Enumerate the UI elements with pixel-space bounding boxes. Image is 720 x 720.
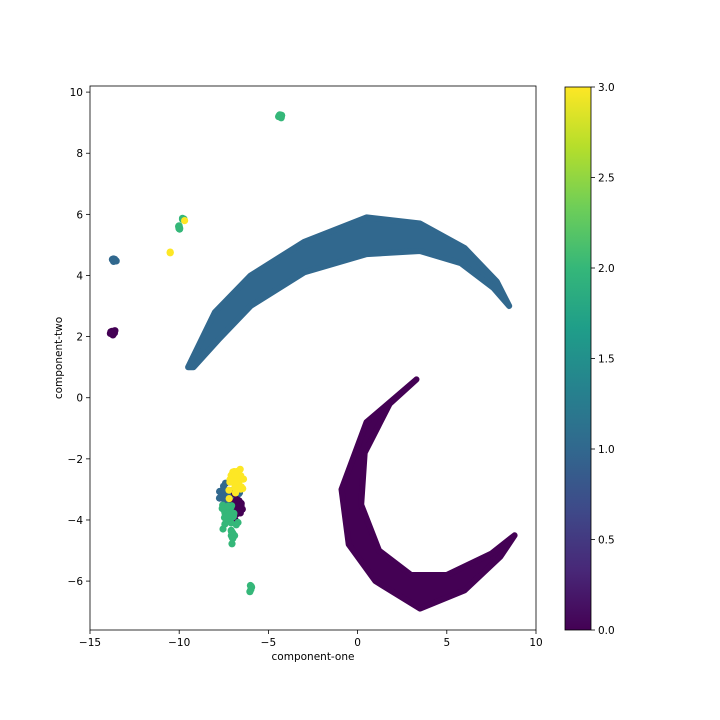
x-tick-label: −5 xyxy=(261,637,276,649)
data-point xyxy=(109,256,117,265)
plot-area xyxy=(106,111,518,612)
x-tick-label: 5 xyxy=(443,637,450,649)
data-point xyxy=(225,495,233,503)
y-tick-label: 2 xyxy=(76,332,83,344)
x-tick-label: 0 xyxy=(354,637,361,649)
data-point xyxy=(229,534,237,543)
x-tick-label: −15 xyxy=(79,637,101,649)
y-tick-label: 4 xyxy=(76,270,83,282)
data-point xyxy=(224,502,232,510)
y-axis: −6 −4 −2 0 2 4 6 8 10 xyxy=(68,87,90,588)
point-cluster-class-3 xyxy=(181,217,189,225)
colorbar-gradient xyxy=(564,86,592,631)
data-point xyxy=(181,217,189,225)
point-cluster-class-3 xyxy=(166,248,174,257)
x-axis-label: component-one xyxy=(272,651,355,663)
data-point xyxy=(246,588,254,596)
data-point xyxy=(231,484,239,492)
colorbar-tick-label: 1.0 xyxy=(598,444,615,456)
data-point xyxy=(228,540,236,548)
colorbar-tick-label: 0.5 xyxy=(598,535,615,547)
data-point xyxy=(226,478,234,486)
point-cluster-class-1 xyxy=(108,255,120,265)
colorbar-tick-label: 3.0 xyxy=(598,82,615,94)
y-axis-label: component-two xyxy=(53,317,65,399)
point-cluster-class-0 xyxy=(106,327,119,339)
colorbar-tick-label: 2.0 xyxy=(598,263,615,275)
point-cluster-class-2 xyxy=(246,581,256,596)
colorbar-tick-label: 2.5 xyxy=(598,173,615,185)
y-tick-label: −2 xyxy=(68,454,83,466)
point-cluster-class-2 xyxy=(275,111,286,122)
colorbar-ticks: 0.0 0.5 1.0 1.5 2.0 2.5 3.0 xyxy=(591,82,615,637)
data-point xyxy=(225,486,233,494)
data-point xyxy=(231,470,239,478)
y-tick-label: 6 xyxy=(76,209,83,221)
colorbar: 0.0 0.5 1.0 1.5 2.0 2.5 3.0 xyxy=(564,82,615,637)
y-tick-label: 0 xyxy=(76,393,83,405)
crescent-cluster-class-0 xyxy=(338,376,518,612)
y-tick-label: 10 xyxy=(70,87,83,99)
x-tick-label: 10 xyxy=(529,637,542,649)
colorbar-tick-label: 1.5 xyxy=(598,354,615,366)
y-tick-label: −4 xyxy=(68,515,84,527)
data-point xyxy=(176,224,184,232)
x-axis: −15 −10 −5 0 5 10 xyxy=(79,630,543,649)
data-point xyxy=(108,329,116,338)
x-tick-label: −10 xyxy=(168,637,190,649)
colorbar-tick-label: 0.0 xyxy=(598,625,615,637)
y-tick-label: 8 xyxy=(76,148,83,160)
point-cluster-class-2 xyxy=(175,222,184,233)
crescent-cluster-class-1 xyxy=(185,214,513,371)
data-point xyxy=(225,511,233,519)
y-tick-label: −6 xyxy=(68,576,84,588)
data-point xyxy=(166,248,174,256)
data-point xyxy=(231,489,240,497)
data-point xyxy=(247,582,255,590)
data-point xyxy=(277,112,285,120)
point-cluster-class-2 xyxy=(227,528,239,548)
plot-frame xyxy=(89,85,537,631)
point-cluster-class-3 xyxy=(225,465,248,503)
